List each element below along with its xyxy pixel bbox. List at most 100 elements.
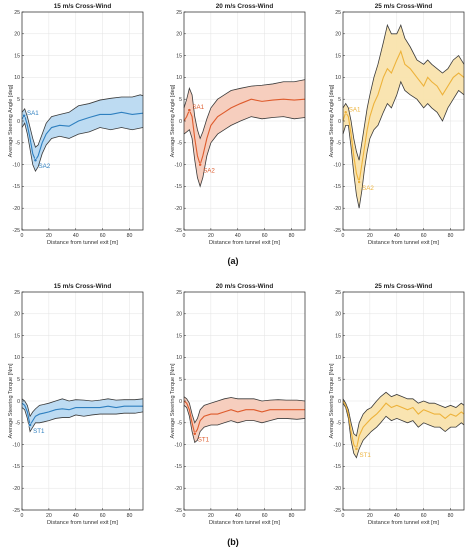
y-tick-label: 5 [17,377,20,383]
lower-bound-line [183,405,306,444]
y-tick-label: -15 [175,184,183,190]
mean-line [342,400,465,451]
y-axis-label: Average Steering Torque [Nm] [8,363,14,438]
chart-title: 25 m/s Cross-Wind [375,283,433,290]
y-tick-label: -5 [336,141,341,147]
x-tick-label: 40 [73,233,79,239]
y-axis-label: Average Steering Angle [deg] [8,84,14,157]
annotation-marker [28,423,32,427]
y-tick-label: 0 [17,119,20,125]
lower-bound-line [342,402,465,459]
y-tick-label: 25 [335,10,341,16]
annotation-marker [192,431,197,436]
y-tick-label: -25 [13,508,21,514]
mean-line [21,111,144,162]
chart-title: 20 m/s Cross-Wind [216,283,274,290]
y-tick-label: 10 [335,355,341,361]
mean-line [183,400,305,436]
y-tick-label: 0 [179,119,182,125]
y-tick-label: -25 [334,508,342,514]
y-axis-label: Average Steering Angle [deg] [329,84,335,157]
x-tick-label: 20 [46,233,52,239]
annotation-marker [33,158,38,163]
x-tick-label: 80 [448,513,454,519]
y-tick-label: -5 [15,141,20,147]
annotation-marker [354,447,359,451]
lower-bound-line [21,122,144,173]
y-tick-label: -20 [13,486,21,492]
annotation-label: ST1 [359,452,371,459]
y-tick-label: 15 [14,333,20,339]
mean-line [342,49,465,183]
upper-bound-line [342,23,465,161]
upper-bound-line [183,396,306,424]
band-area [343,392,464,458]
x-tick-label: 60 [262,233,268,239]
x-tick-label: 20 [208,513,214,519]
band-area [343,25,464,209]
y-axis-label: Average Steering Angle [deg] [170,84,176,157]
x-axis-label: Distance from tunnel exit [m] [209,240,280,246]
x-tick-label: 20 [46,513,52,519]
y-tick-label: -10 [13,162,21,168]
band-area [184,79,305,187]
mean-line [183,98,306,167]
y-tick-label: -10 [334,442,342,448]
y-tick-label: 20 [176,32,182,38]
x-axis-label: Distance from tunnel exit [m] [209,520,280,526]
x-axis-label: Distance from tunnel exit [m] [47,240,118,246]
x-tick-label: 0 [183,233,186,239]
y-tick-label: 15 [335,333,341,339]
upper-bound-line [21,94,144,148]
y-tick-label: 15 [335,53,341,59]
x-tick-label: 80 [448,233,454,239]
chart-title: 15 m/s Cross-Wind [54,283,112,290]
x-tick-label: 40 [394,513,400,519]
y-tick-label: 0 [17,399,20,405]
annotation-marker [187,108,192,112]
caption-a: (a) [228,256,239,266]
y-tick-label: 5 [179,97,182,103]
x-tick-label: 0 [342,513,345,519]
x-tick-label: 60 [421,233,427,239]
y-tick-label: -20 [175,206,183,212]
x-tick-label: 80 [127,513,133,519]
annotation-label: SA2 [362,185,374,192]
x-axis-label: Distance from tunnel exit [m] [368,520,439,526]
x-tick-label: 40 [394,233,400,239]
y-tick-label: 5 [179,377,182,383]
y-axis-label: Average Steering Torque [Nm] [329,363,335,438]
y-axis-label: Average Steering Torque [Nm] [170,363,176,438]
y-tick-label: 5 [17,97,20,103]
x-tick-label: 80 [127,233,133,239]
y-tick-label: 20 [335,312,341,318]
band-area [184,396,305,443]
caption-b: (b) [227,537,239,547]
annotation-label: SA2 [38,163,50,170]
y-tick-label: 20 [335,32,341,38]
x-tick-label: 80 [289,233,295,239]
y-tick-label: -25 [334,228,342,234]
chart-title: 25 m/s Cross-Wind [375,3,433,10]
y-tick-label: -5 [177,141,182,147]
y-tick-label: 10 [335,75,341,81]
y-tick-label: 0 [338,399,341,405]
y-tick-label: -20 [334,206,342,212]
panel-b-2: 0 20 40 60 80 25 20 15 10 5 0 -5 -10 -15 -20 -25 20 m/s … [170,283,306,526]
upper-bound-line [21,398,144,418]
y-tick-label: 25 [14,10,20,16]
annotation-marker [22,113,26,118]
y-tick-label: 20 [176,312,182,318]
y-tick-label: -20 [175,486,183,492]
y-tick-label: -10 [334,162,342,168]
lower-bound-line [183,116,306,188]
y-tick-label: -15 [334,464,342,470]
x-tick-label: 20 [367,233,373,239]
annotation-marker [343,110,348,115]
y-tick-label: 0 [338,119,341,125]
x-tick-label: 60 [262,513,268,519]
y-tick-label: -15 [13,184,21,190]
y-tick-label: -25 [175,228,183,234]
y-tick-label: 15 [176,53,182,59]
